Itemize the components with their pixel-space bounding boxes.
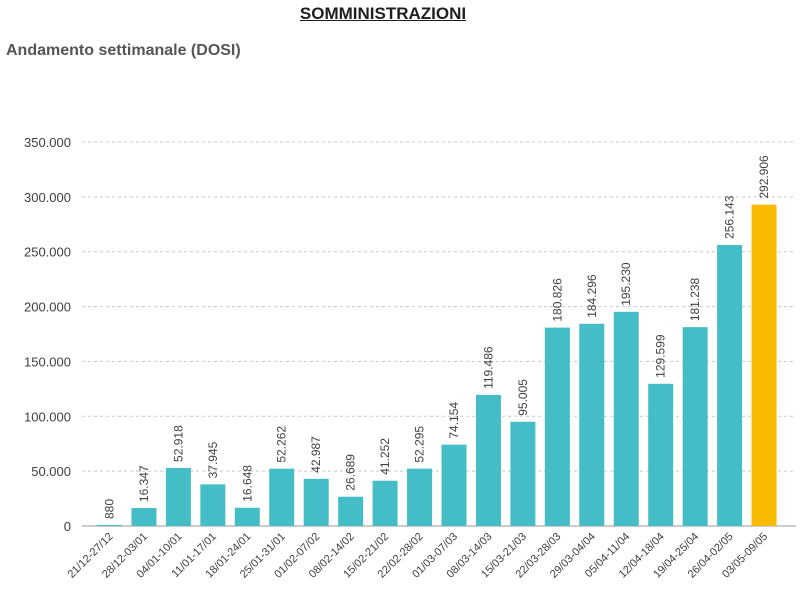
- data-label: 52.918: [171, 425, 185, 462]
- bar: [544, 327, 570, 526]
- bar: [475, 394, 501, 526]
- y-tick-label: 50.000: [31, 464, 71, 479]
- data-label: 129.599: [654, 334, 668, 378]
- y-tick-label: 200.000: [24, 300, 71, 315]
- data-label: 880: [103, 499, 117, 519]
- bar: [441, 444, 467, 526]
- bar: [648, 383, 674, 526]
- data-label: 184.296: [585, 274, 599, 318]
- bar: [510, 421, 536, 526]
- bar: [579, 323, 605, 526]
- y-tick-label: 350.000: [24, 135, 71, 150]
- data-label: 256.143: [723, 195, 737, 239]
- data-label: 95.005: [516, 379, 530, 416]
- data-label: 16.347: [137, 465, 151, 502]
- chart-subtitle: Andamento settimanale (DOSI): [6, 42, 241, 59]
- bar: [717, 244, 743, 526]
- data-label: 42.987: [309, 436, 323, 473]
- bar: [338, 496, 364, 526]
- bar: [234, 507, 260, 526]
- data-label: 26.689: [344, 454, 358, 491]
- data-label: 74.154: [447, 402, 461, 439]
- bar: [200, 484, 226, 526]
- bar: [751, 204, 777, 527]
- y-tick-label: 0: [64, 519, 71, 534]
- data-label: 16.648: [240, 465, 254, 502]
- data-label: 180.826: [550, 278, 564, 322]
- chart-title: SOMMINISTRAZIONI: [299, 4, 467, 23]
- y-tick-label: 250.000: [24, 245, 71, 260]
- data-label: 181.238: [688, 277, 702, 321]
- data-label: 292.906: [757, 155, 771, 199]
- bar: [97, 525, 122, 527]
- bar: [165, 467, 191, 526]
- y-tick-label: 300.000: [24, 190, 71, 205]
- y-tick-label: 150.000: [24, 354, 71, 369]
- y-tick-label: 100.000: [24, 409, 71, 424]
- data-label: 119.486: [481, 346, 495, 389]
- bar: [407, 468, 433, 526]
- bar: [131, 508, 157, 526]
- bar: [682, 327, 708, 526]
- bar: [303, 478, 329, 526]
- bar: [269, 468, 295, 526]
- data-label: 37.945: [206, 441, 220, 478]
- data-label: 52.295: [413, 426, 427, 463]
- data-label: 41.252: [378, 438, 392, 475]
- bar: [613, 311, 639, 526]
- data-label: 52.262: [275, 426, 289, 463]
- data-label: 195.230: [619, 262, 633, 306]
- bar: [372, 480, 398, 526]
